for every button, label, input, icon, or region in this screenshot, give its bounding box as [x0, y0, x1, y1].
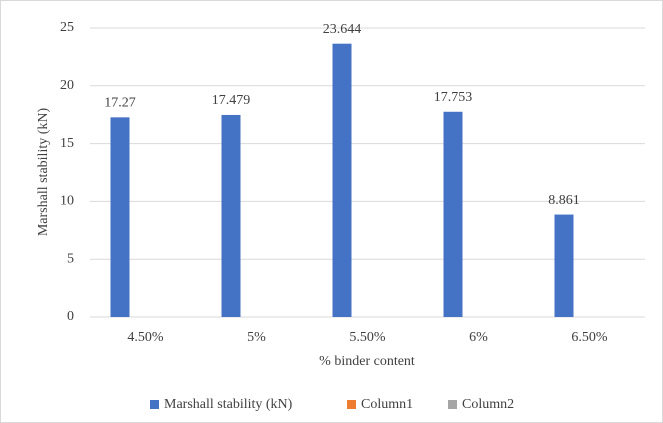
y-tick-label: 10	[60, 194, 74, 209]
data-label: 8.861	[548, 193, 580, 208]
y-tick-label: 0	[67, 309, 74, 324]
x-axis-label: % binder content	[319, 354, 415, 369]
bar	[221, 114, 241, 318]
y-tick-label: 5	[67, 251, 74, 266]
legend-swatch	[347, 400, 356, 409]
data-label: 17.27	[104, 96, 136, 111]
x-tick-label: 5.50%	[349, 330, 386, 345]
bar	[332, 43, 352, 318]
legend-label: Column2	[462, 397, 514, 412]
x-tick-label: 4.50%	[127, 330, 164, 345]
x-tick-label: 6%	[469, 330, 488, 345]
x-tick-label: 5%	[247, 330, 266, 345]
data-label: 23.644	[323, 22, 362, 37]
legend-swatch	[448, 400, 457, 409]
data-label: 17.479	[212, 93, 251, 108]
y-tick-label: 25	[60, 20, 74, 35]
x-tick-label: 6.50%	[571, 330, 608, 345]
y-tick-label: 15	[60, 136, 74, 151]
legend-swatch	[150, 400, 159, 409]
bar	[554, 214, 574, 317]
bar	[110, 117, 130, 318]
data-label: 17.753	[434, 90, 473, 105]
legend-label: Column1	[361, 397, 413, 412]
y-axis-label: Marshall stability (kN)	[36, 108, 51, 237]
y-tick-label: 20	[60, 78, 74, 93]
bar	[443, 111, 463, 317]
legend-label: Marshall stability (kN)	[164, 397, 293, 412]
